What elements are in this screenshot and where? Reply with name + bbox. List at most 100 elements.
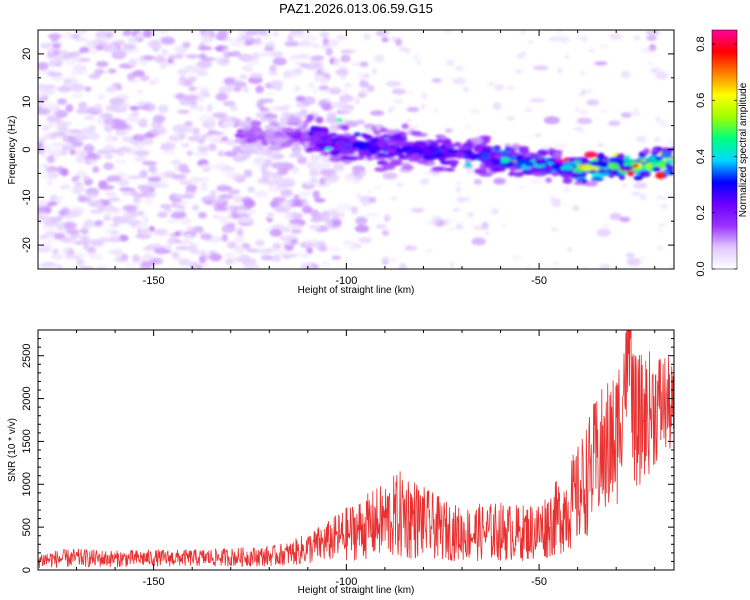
heat-cell [92,166,100,174]
heat-cell [657,195,661,200]
heat-cell [116,152,125,157]
heat-cell [57,85,72,93]
heat-cell [655,71,668,80]
heat-cell [374,54,385,63]
heat-cell [119,187,133,192]
heat-cell [115,129,125,136]
heat-cell [157,104,169,114]
heat-cell [398,46,408,52]
heat-cell [245,33,254,41]
heat-cell [75,108,89,115]
heat-cell [140,185,150,194]
heat-cell [39,199,50,205]
heat-cell [516,185,526,189]
heat-cell [50,75,66,81]
heat-cell [103,124,114,132]
heat-cell [201,57,215,61]
heat-cell [47,45,55,55]
heat-cell [626,252,635,258]
heat-cell [382,172,398,180]
heat-cell [104,191,117,197]
heat-cell [247,186,256,193]
heat-cell [332,85,340,91]
heat-cell [221,220,229,226]
heat-cell [96,61,109,68]
heat-cell [236,37,245,43]
heat-cell [398,262,407,269]
heat-cell [52,43,61,49]
heat-cell [300,109,308,114]
heat-cell [580,35,589,43]
heat-cell [550,227,559,232]
heat-cell [493,177,506,185]
heat-cell [277,121,287,127]
heat-cell [501,222,508,228]
heat-cell [158,128,166,135]
heat-cell [535,159,547,165]
heat-cell [406,106,420,113]
heat-cell [588,88,593,95]
heat-cell [69,149,77,156]
heat-cell [238,53,254,62]
heat-cell [257,147,272,154]
heat-cell [271,162,286,170]
heat-cell [655,171,666,180]
heat-cell [359,61,369,67]
heat-cell [171,251,180,257]
heat-cell [286,222,303,232]
heat-cell [134,223,149,230]
heat-cell [260,254,274,261]
heat-cell [325,96,331,103]
heat-cell [442,218,450,226]
heat-cell [632,106,640,110]
heat-cell [152,76,160,85]
heat-cell [65,77,78,85]
heat-cell [423,171,432,177]
heat-cell [251,52,260,61]
heat-cell [328,246,341,252]
heat-cell [410,208,425,213]
heat-cell [98,180,108,189]
heat-cell [231,42,244,47]
heat-cell [224,252,236,259]
heat-cell [330,149,340,156]
heat-cell [423,149,432,154]
heat-cell [200,183,208,192]
heat-cell [105,104,119,113]
heat-cell [238,216,255,223]
heat-cell [481,153,490,160]
heat-cell [65,228,80,235]
heat-cell [528,40,533,45]
heat-cell [492,102,502,110]
heat-cell [139,262,152,269]
heat-cell [343,132,351,137]
heat-cell [143,103,156,112]
heat-cell [260,116,267,122]
heat-cell [480,136,491,144]
heat-cell [656,244,665,251]
heat-cell [94,220,104,226]
heat-cell [517,146,530,151]
heat-cell [284,40,300,47]
heat-cell [344,57,349,63]
heat-cell [351,62,360,67]
heat-cell [301,96,316,105]
heat-cell [199,164,215,170]
heat-cell [104,153,114,160]
heat-cell [234,133,243,138]
heat-cell [203,200,214,206]
heat-cell [305,180,314,186]
heat-cell [494,154,502,159]
heat-cell [620,112,632,118]
heat-cell [306,146,314,153]
heat-cell [551,38,556,43]
heat-cell [175,93,186,100]
heat-cell [103,215,111,222]
heat-cell [530,178,543,185]
heat-cell [97,205,107,212]
heat-cell [553,151,563,158]
heat-cell [444,128,453,134]
heat-cell [138,55,145,63]
heat-cell [61,144,75,151]
